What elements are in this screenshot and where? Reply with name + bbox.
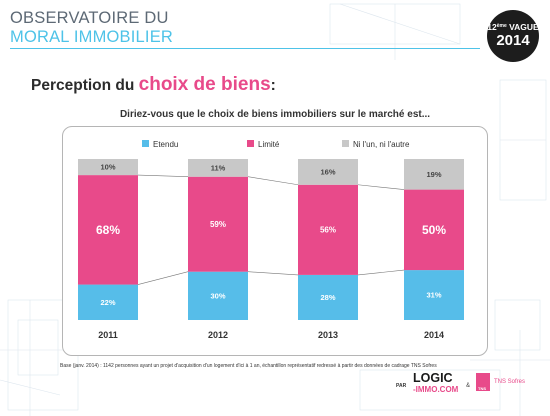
logic-immo-logo-sub: -IMMO.COM — [413, 385, 459, 394]
legend-label-0: Etendu — [153, 140, 178, 149]
legend-label-1: Limité — [258, 140, 280, 149]
x-tick-2013: 2013 — [318, 330, 338, 340]
data-label-2013-2: 16% — [320, 168, 335, 177]
wave-word: VAGUE — [509, 22, 539, 32]
header-subtitle: MORAL IMMOBILIER — [10, 28, 174, 46]
section-title-prefix: Perception du — [31, 77, 139, 94]
data-label-2014-0: 31% — [426, 291, 441, 300]
x-tick-2014: 2014 — [424, 330, 444, 340]
x-tick-2012: 2012 — [208, 330, 228, 340]
bar-2014-0 — [404, 270, 464, 320]
data-label-2014-2: 19% — [426, 170, 441, 179]
section-title-highlight: choix de biens — [138, 74, 271, 95]
tns-sofres-logo: TNS Sofres — [494, 379, 526, 385]
section-title-suffix: : — [270, 77, 276, 94]
data-label-2011-0: 22% — [100, 298, 115, 307]
chart-title: Diriez-vous que le choix de biens immobi… — [119, 109, 431, 120]
header-title: OBSERVATOIRE DU — [10, 9, 169, 27]
bar-2011-0 — [78, 284, 138, 320]
bar-2013-1 — [298, 184, 358, 275]
tns-logo-box-text: TNS — [478, 386, 486, 391]
footnote: Base (janv. 2014) : 1142 personnes ayant… — [60, 363, 437, 369]
bar-2013-0 — [298, 274, 358, 320]
bar-2012-0 — [188, 271, 248, 320]
data-label-2012-2: 11% — [211, 163, 226, 172]
bar-2012-1 — [188, 176, 248, 272]
data-label-2013-0: 28% — [320, 293, 335, 302]
legend-swatch-0 — [142, 140, 149, 147]
data-label-2011-1: 68% — [96, 223, 120, 237]
logic-immo-logo: LOGIC — [413, 371, 453, 385]
data-label-2014-1: 50% — [422, 223, 446, 237]
x-tick-2011: 2011 — [98, 330, 118, 340]
header-rule — [10, 48, 480, 49]
connector-1-0 — [247, 271, 299, 276]
wave-badge: 12ème VAGUE 2014 — [487, 10, 539, 62]
connector-2-1 — [357, 184, 405, 190]
bar-2011-1 — [78, 175, 138, 285]
bar-2013-2 — [298, 159, 358, 185]
wave-suffix: ème — [496, 23, 507, 29]
connector-0-0 — [137, 271, 189, 285]
bar-2014-1 — [404, 189, 464, 271]
stacked-bar-chart: Etendu Limité Ni l'un, ni l'autre 22% 68% 10%… — [78, 140, 464, 340]
legend-label-2: Ni l'un, ni l'autre — [353, 140, 410, 149]
wave-year: 2014 — [496, 32, 530, 49]
logo-ampersand: & — [466, 383, 471, 389]
legend-swatch-1 — [247, 140, 254, 147]
bar-2012-2 — [188, 159, 248, 177]
connector-2-0 — [357, 269, 405, 276]
data-label-2012-0: 30% — [210, 291, 225, 300]
wave-number: 12 — [487, 22, 497, 32]
bar-2014-2 — [404, 159, 464, 190]
data-label-2011-2: 10% — [100, 163, 115, 172]
section-title: Perception du choix de biens: — [31, 72, 276, 99]
data-label-2013-1: 56% — [320, 226, 336, 235]
logo-par-text: PAR — [396, 383, 407, 389]
connector-0-1 — [137, 174, 189, 178]
tns-logo-box — [476, 373, 490, 391]
connector-1-1 — [247, 176, 299, 186]
legend-swatch-2 — [342, 140, 349, 147]
wave-label: 12ème VAGUE — [487, 21, 539, 32]
bar-2011-2 — [78, 159, 138, 176]
data-label-2012-1: 59% — [210, 220, 226, 229]
